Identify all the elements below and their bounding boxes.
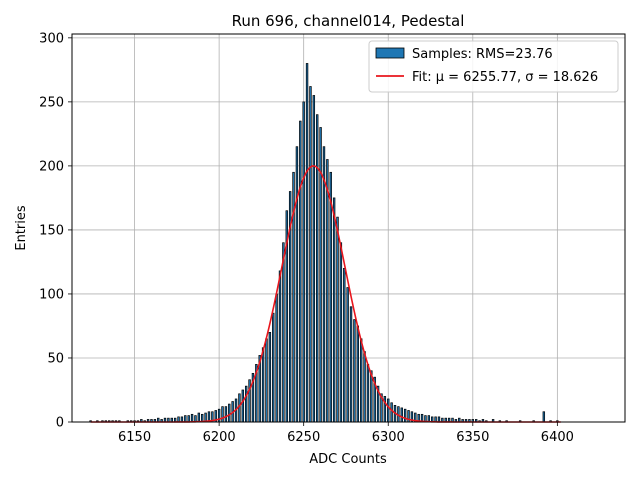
histogram-bar [403, 408, 407, 423]
histogram-bar [322, 146, 326, 423]
histogram-bar [336, 216, 339, 423]
x-tick-label: 6350 [456, 430, 489, 445]
x-tick-label: 6300 [372, 430, 405, 445]
histogram-bar [268, 332, 272, 423]
histogram-bar [278, 270, 282, 423]
histogram-bar [187, 415, 190, 423]
histogram-bar [282, 242, 285, 423]
histogram-bar [302, 101, 305, 423]
legend-swatch-samples [375, 47, 405, 59]
histogram-bar [275, 293, 278, 423]
y-tick-label: 300 [39, 31, 64, 46]
histogram-bar [343, 267, 346, 423]
histogram-bar [329, 171, 332, 423]
x-tick-label: 6250 [287, 430, 320, 445]
y-tick-label: 0 [56, 416, 64, 431]
histogram-bar [359, 338, 363, 423]
y-axis-label: Entries [14, 205, 29, 251]
histogram-bar [299, 120, 302, 423]
histogram-bar [366, 364, 370, 423]
histogram-bar [309, 86, 312, 423]
histogram-bar [326, 159, 329, 423]
histogram-bar [356, 325, 359, 423]
histogram-bar [305, 63, 309, 423]
plot-frame [71, 33, 626, 423]
histogram-bar [272, 312, 275, 423]
y-tick-label: 100 [39, 287, 64, 302]
x-axis-label: ADC Counts [309, 452, 387, 467]
histogram-bar [349, 306, 353, 423]
histogram-bar [261, 347, 265, 423]
y-axis-ticks: 0 50 100 150 200 250 300 [39, 31, 72, 431]
histogram-bar [241, 389, 244, 423]
histogram-bar [197, 412, 201, 423]
x-axis-ticks: 6150 6200 6250 6300 6350 6400 [118, 422, 574, 445]
histogram-bar [224, 406, 228, 423]
histogram-bar [400, 407, 403, 423]
histogram-bar [390, 402, 393, 423]
legend: Samples: RMS=23.76 Fit: μ = 6255.77, σ =… [368, 40, 619, 93]
histogram-bar [339, 242, 343, 423]
y-tick-label: 200 [39, 159, 64, 174]
histogram-bar [295, 146, 299, 423]
histogram-bar [238, 393, 241, 423]
x-tick-label: 6200 [203, 430, 236, 445]
histogram-bar [265, 338, 268, 423]
histogram-bar [221, 406, 224, 423]
histogram-bar [353, 319, 356, 423]
x-tick-label: 6400 [541, 430, 574, 445]
chart-title: Run 696, channel014, Pedestal [232, 12, 465, 30]
histogram-bar [387, 398, 390, 423]
histogram-bar [363, 351, 366, 423]
x-tick-label: 6150 [118, 430, 151, 445]
histogram-bar [312, 95, 316, 423]
legend-label-samples: Samples: RMS=23.76 [412, 47, 553, 62]
histogram-bar [244, 385, 248, 423]
histogram-bar [332, 197, 336, 423]
histogram-bar [228, 403, 231, 423]
histogram-bar [316, 114, 319, 423]
y-tick-label: 50 [47, 351, 64, 366]
histogram-bar [346, 287, 349, 423]
y-tick-label: 250 [39, 95, 64, 110]
legend-label-fit: Fit: μ = 6255.77, σ = 18.626 [412, 70, 598, 85]
legend-box [368, 40, 619, 93]
histogram-bar [190, 413, 194, 423]
y-tick-label: 150 [39, 223, 64, 238]
histogram-bar [542, 411, 546, 423]
histogram-bar [184, 415, 187, 423]
